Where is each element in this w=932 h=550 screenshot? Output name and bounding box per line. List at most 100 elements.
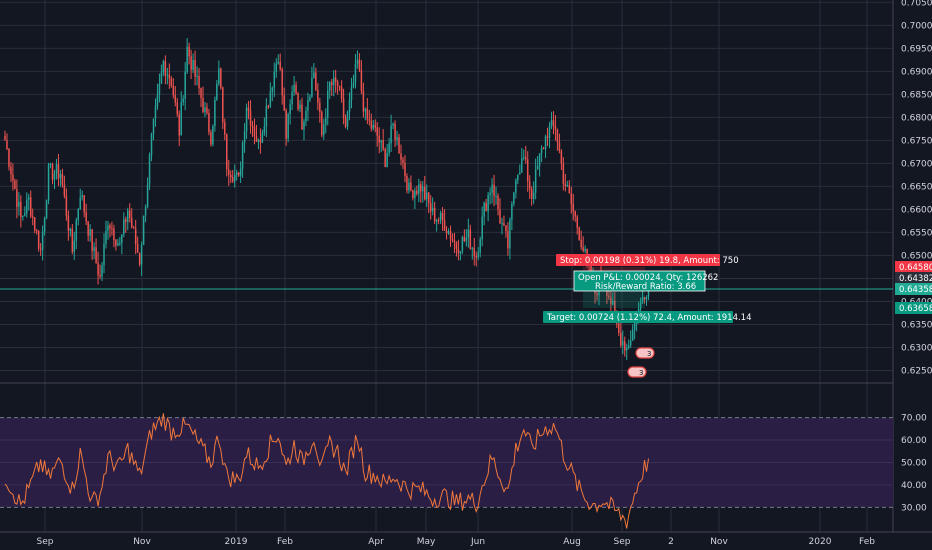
candle-body [59, 174, 62, 179]
candle-body [424, 186, 426, 200]
candle-body [406, 175, 408, 191]
candle-body [194, 60, 196, 77]
candle-body [483, 202, 485, 217]
candle-body [257, 139, 260, 142]
candle-body [20, 201, 22, 217]
candle-body [55, 164, 58, 174]
candle-body [633, 323, 636, 330]
candle-body [566, 184, 569, 187]
candle-body [620, 332, 622, 346]
candle-body [269, 91, 272, 107]
candle-body [317, 89, 319, 103]
event-flag-icon[interactable] [627, 366, 647, 378]
candle-body [164, 61, 167, 76]
candle-body [443, 220, 446, 231]
candle-body [431, 207, 434, 212]
candle-body [564, 184, 567, 187]
candle-body [75, 220, 78, 241]
rsi-axis[interactable]: 30.00 40.00 50.00 60.00 70.00 [901, 414, 927, 514]
candle-body [73, 240, 76, 252]
candle-body [6, 140, 8, 150]
candle-body [315, 72, 317, 90]
candle-body [330, 82, 333, 86]
candle-body [453, 240, 456, 243]
candle-body [572, 204, 575, 212]
candle-body [12, 174, 14, 181]
candle-body [610, 297, 612, 305]
pnl-badge[interactable] [573, 270, 706, 292]
candle-body [404, 162, 406, 176]
candle-body [140, 244, 143, 265]
time-tick-label: 2 [668, 537, 674, 547]
candle-body [570, 193, 573, 205]
candle-body [629, 340, 632, 346]
candle-body [85, 212, 87, 222]
event-count: 3 [647, 350, 651, 358]
price-axis[interactable]: 0.625000.630000.635000.640000.645000.650… [895, 0, 932, 376]
candle-body [459, 251, 462, 254]
candle-body [63, 184, 66, 196]
candle-body [285, 110, 287, 139]
candles [4, 37, 650, 360]
candle-body [24, 213, 26, 216]
candle-body [279, 61, 281, 69]
candle-body [200, 88, 202, 98]
candle-body [340, 86, 343, 99]
candle-body [523, 157, 525, 159]
candle-body [212, 126, 214, 145]
candle-body [328, 82, 331, 91]
candle-body [142, 215, 145, 245]
candle-body [538, 153, 541, 166]
candle-body [204, 107, 206, 112]
time-tick-label: Apr [368, 537, 384, 547]
time-axis[interactable]: Sep Nov 2019 Feb Apr May Jun Aug Sep 2 Nov 2020 Feb [37, 537, 876, 547]
candle-body [14, 180, 16, 190]
candle-body [148, 155, 151, 185]
candle-body [388, 143, 390, 154]
candle-body [95, 247, 97, 263]
candle-body [168, 74, 171, 79]
candle-body [437, 219, 440, 221]
candle-body [47, 164, 50, 201]
candle-body [180, 102, 182, 136]
time-tick-label: 2019 [225, 537, 248, 547]
stop-badge[interactable] [556, 254, 720, 266]
price-label-text: 0.64580 [899, 263, 932, 273]
candle-body [99, 275, 101, 277]
rsi-tick-label: 40.00 [901, 481, 927, 491]
candle-body [580, 240, 582, 248]
candle-body [416, 190, 418, 194]
target-badge[interactable] [543, 311, 733, 323]
candle-body [210, 132, 212, 145]
candle-body [239, 168, 242, 176]
candle-body [130, 217, 133, 228]
price-label-text: 0.63658 [899, 304, 932, 314]
candle-body [465, 237, 468, 241]
candle-body [319, 102, 321, 113]
candle-body [61, 174, 64, 185]
candle-body [608, 295, 610, 298]
candle-body [188, 46, 190, 57]
candle-body [283, 95, 285, 111]
price-label-text: 0.64358 [899, 285, 932, 295]
event-markers[interactable]: 33 [627, 347, 655, 378]
candle-body [473, 247, 476, 256]
candle-body [338, 85, 341, 87]
candle-body [37, 230, 40, 249]
event-flag-icon[interactable] [635, 347, 655, 359]
time-tick-label: Sep [614, 537, 631, 547]
position-tool[interactable]: Stop: 0.00198 (0.31%) 19.8, Amount: 750 O… [0, 254, 893, 323]
candle-body [517, 174, 519, 181]
candle-body [574, 211, 576, 217]
candle-body [427, 192, 430, 203]
time-tick-label: Jun [470, 537, 485, 547]
time-tick-label: Feb [859, 537, 875, 547]
